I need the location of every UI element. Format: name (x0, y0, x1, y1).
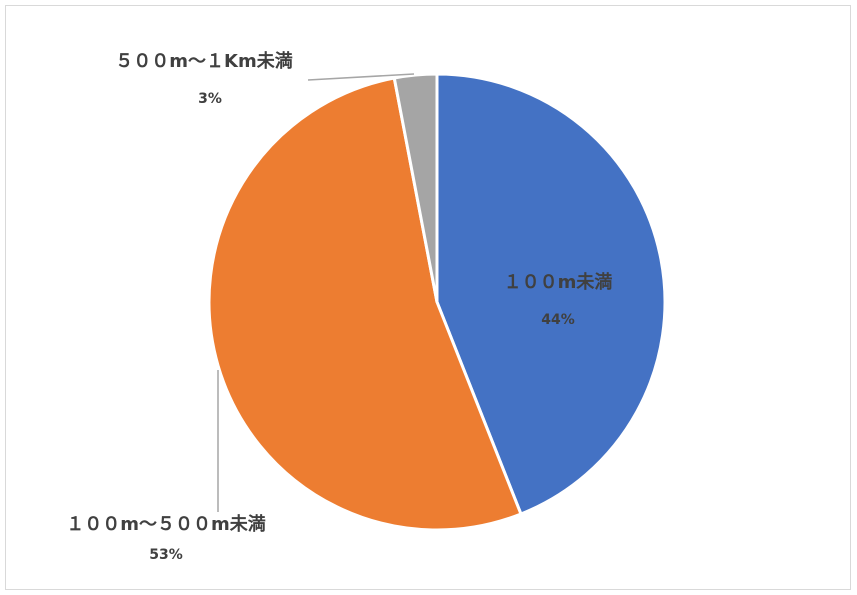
slice-value-under-100m: 44% (541, 312, 575, 328)
slice-value-100m-to-500m: 53% (149, 547, 183, 563)
slice-label-under-100m: １００m未満 (504, 271, 613, 293)
leader-lines (217, 73, 415, 512)
pie-slices (207, 72, 667, 532)
slice-100m-to-500m (207, 76, 523, 532)
slice-500m-to-1km (392, 72, 439, 304)
slice-label-100m-to-500m: １００m～５００m未満 (66, 513, 266, 535)
slice-value-500m-to-1km: 3% (198, 91, 222, 107)
slice-label-500m-to-1km: ５００m～１Km未満 (115, 50, 292, 72)
leader-line-500m-to-1km (307, 73, 415, 81)
slice-under-100m (435, 72, 667, 516)
